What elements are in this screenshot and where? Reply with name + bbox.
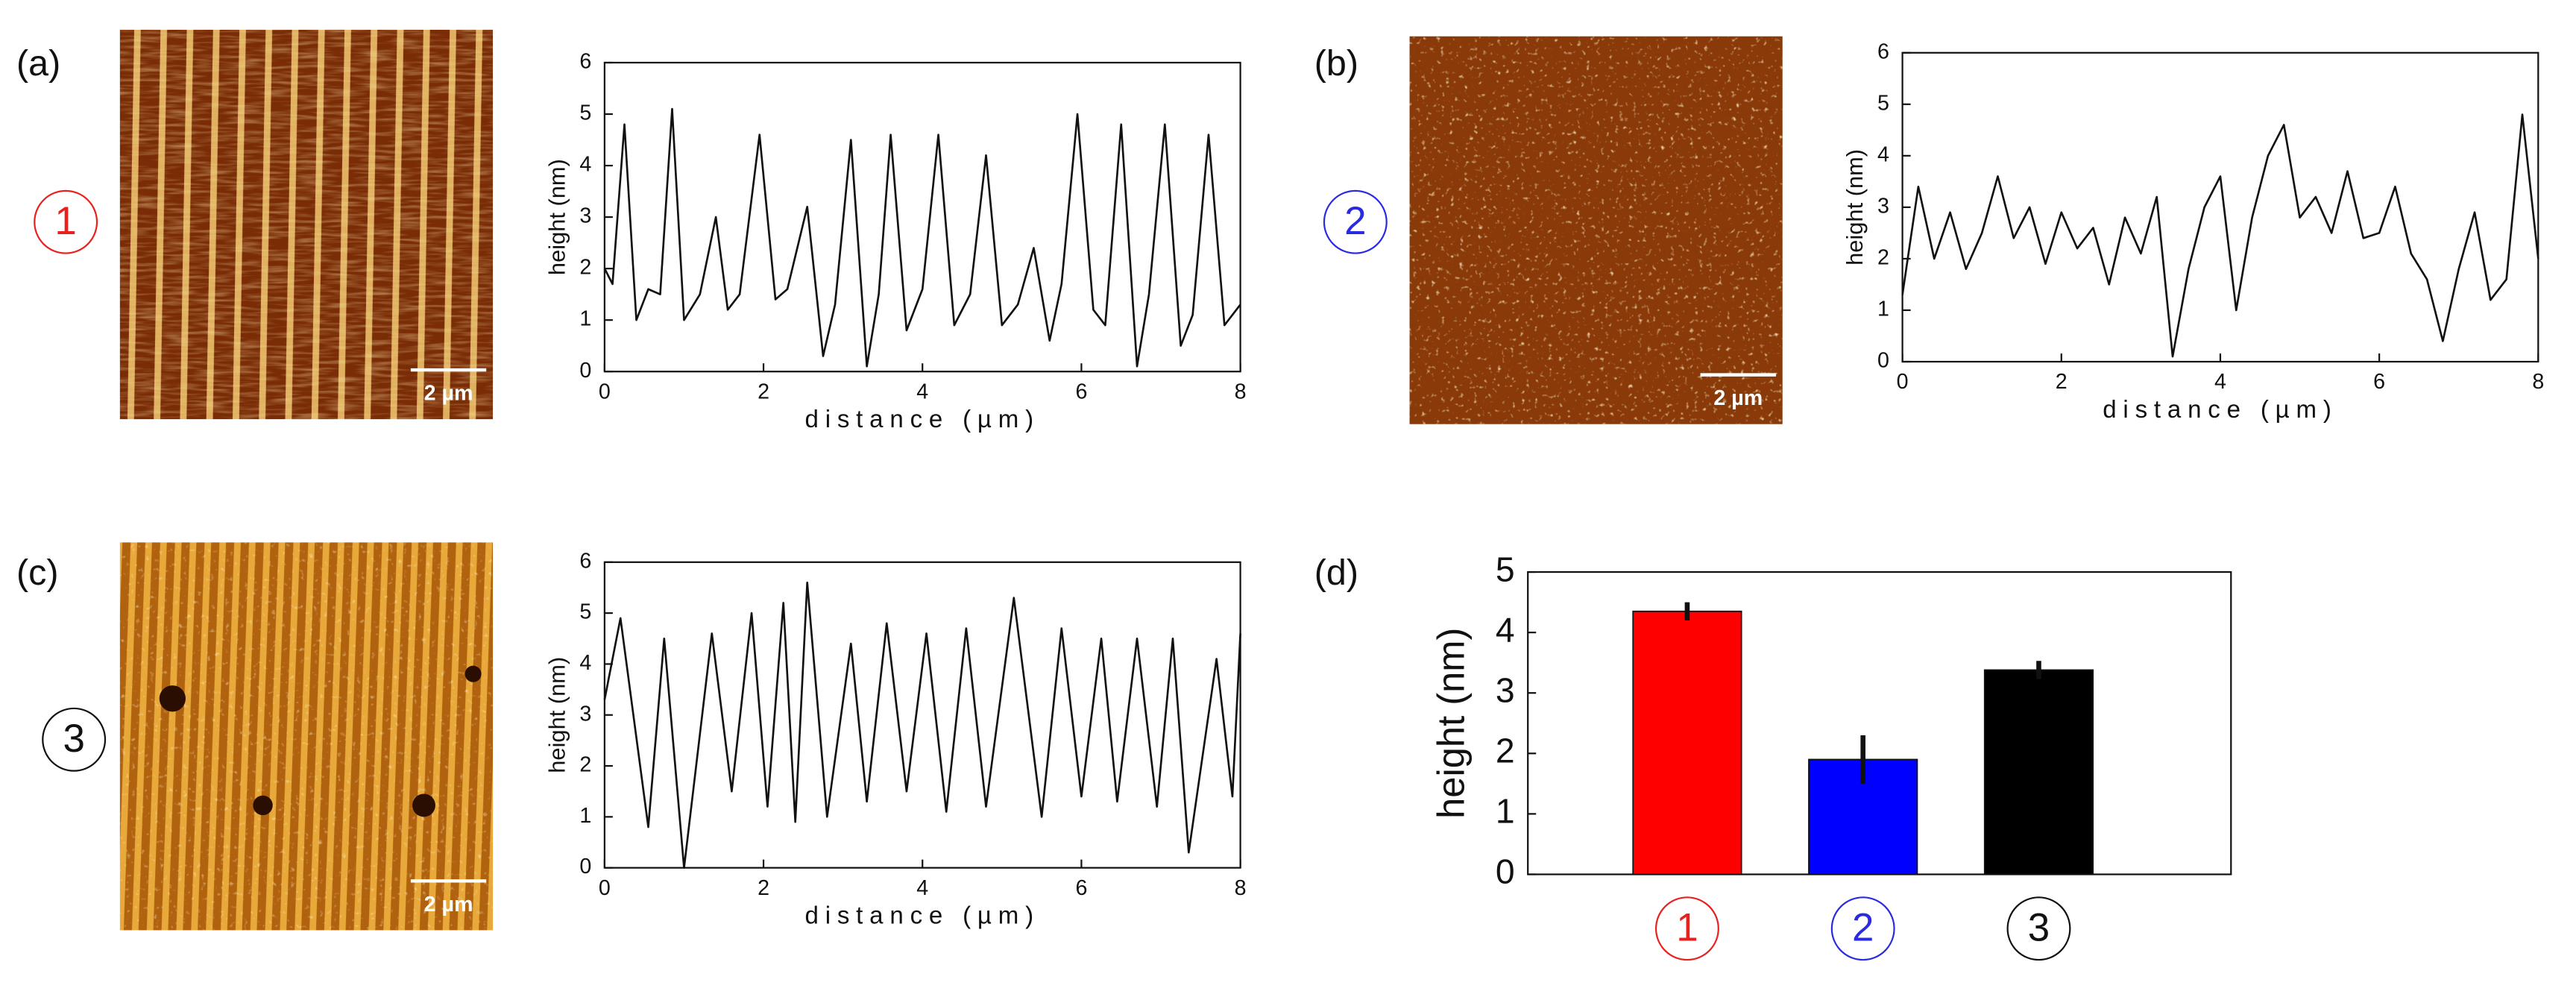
y-tick-label: 4 [1496, 610, 1515, 649]
y-tick-label: 0 [579, 359, 591, 383]
y-tick-label: 3 [1877, 194, 1889, 218]
height-profile [603, 107, 1241, 368]
y-tick-label: 4 [1877, 142, 1889, 166]
marker-number: 1 [54, 199, 76, 243]
x-tick-label: 2 [758, 380, 769, 403]
y-tick-label: 4 [579, 153, 591, 177]
x-tick-label: 4 [2214, 370, 2226, 394]
x-axis-label: distance (µm) [2103, 396, 2337, 424]
x-axis-label: distance (µm) [805, 902, 1040, 930]
afm-image-a [119, 29, 494, 420]
y-axis-label: height (nm) [1429, 628, 1472, 819]
x-tick-label: 2 [2056, 370, 2068, 394]
y-tick-label: 2 [579, 256, 591, 280]
marker-circle [2006, 896, 2071, 961]
y-tick-label: 6 [579, 50, 591, 74]
x-tick-label: 2 [758, 876, 769, 900]
y-tick-label: 0 [579, 855, 591, 878]
marker-number: 3 [63, 717, 84, 761]
y-axis-label: height (nm) [544, 657, 570, 773]
marker-circle [42, 707, 107, 772]
marker-circle [1654, 896, 1719, 961]
x-tick-label: 6 [2373, 370, 2385, 394]
scale-bar-label: 2 µm [424, 382, 473, 406]
x-axis-label: distance (µm) [805, 406, 1040, 433]
y-tick-label: 0 [1877, 349, 1889, 373]
y-tick-label: 1 [1496, 792, 1515, 831]
x-tick-label: 4 [916, 380, 928, 403]
marker-number: 3 [2028, 905, 2050, 949]
y-tick-label: 5 [579, 600, 591, 624]
y-tick-label: 2 [1877, 245, 1889, 269]
y-tick-label: 1 [1877, 298, 1889, 321]
marker-number: 2 [1344, 199, 1366, 243]
x-tick-label: 6 [1075, 380, 1087, 403]
y-tick-label: 3 [579, 702, 591, 726]
marker-number: 1 [1676, 905, 1698, 949]
plot-frame [603, 61, 1241, 373]
y-tick-label: 5 [1877, 91, 1889, 115]
x-tick-label: 8 [2532, 370, 2544, 394]
y-tick-label: 4 [579, 651, 591, 675]
x-tick-label: 0 [599, 876, 611, 900]
y-tick-label: 5 [579, 101, 591, 125]
afm-image-c [119, 542, 494, 931]
panel-label: (a) [16, 43, 60, 84]
height-profile [1901, 113, 2539, 358]
x-tick-label: 0 [599, 380, 611, 403]
x-tick-label: 6 [1075, 876, 1087, 900]
y-tick-label: 1 [579, 307, 591, 331]
y-tick-label: 3 [579, 204, 591, 228]
y-tick-label: 5 [1496, 550, 1515, 588]
y-tick-label: 2 [579, 753, 591, 777]
scale-bar-label: 2 µm [424, 893, 473, 917]
y-tick-label: 6 [579, 549, 591, 573]
panel-label: (d) [1314, 553, 1358, 593]
marker-number: 2 [1852, 905, 1874, 949]
x-tick-label: 8 [1235, 876, 1247, 900]
y-tick-label: 0 [1496, 852, 1515, 891]
x-tick-label: 0 [1897, 370, 1909, 394]
y-axis-label: height (nm) [1842, 149, 1868, 265]
bar [1983, 669, 2094, 875]
y-tick-label: 3 [1496, 670, 1515, 709]
plot-frame [603, 561, 1241, 869]
scale-bar-label: 2 µm [1713, 386, 1763, 410]
afm-image-b [1409, 36, 1783, 424]
panel-label: (c) [16, 553, 59, 593]
x-tick-label: 4 [916, 876, 928, 900]
panel-label: (b) [1314, 43, 1358, 84]
y-tick-label: 1 [579, 804, 591, 828]
marker-circle [1830, 896, 1895, 961]
bar [1632, 610, 1742, 875]
y-axis-label: height (nm) [544, 159, 570, 275]
x-tick-label: 8 [1235, 380, 1247, 403]
height-profile [603, 581, 1241, 869]
marker-circle [34, 189, 98, 254]
plot-frame [1901, 51, 2539, 363]
y-tick-label: 6 [1877, 40, 1889, 63]
y-tick-label: 2 [1496, 732, 1515, 770]
marker-circle [1323, 189, 1388, 254]
